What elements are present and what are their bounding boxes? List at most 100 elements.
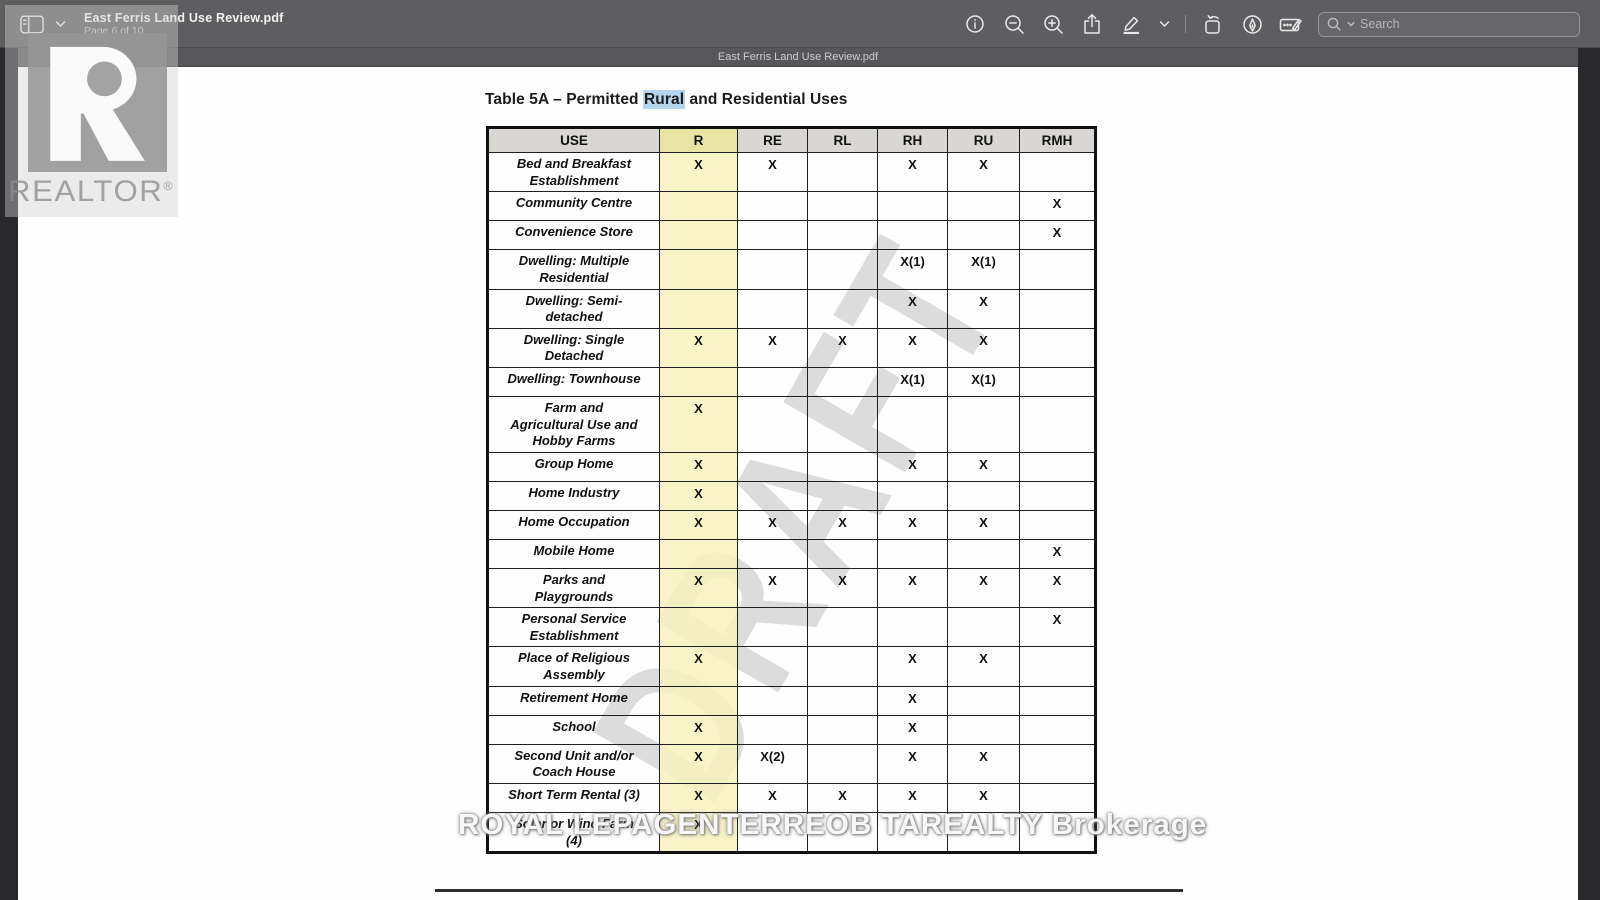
zone-cell-ru: X [947, 743, 1020, 784]
zone-cell-rh: X [877, 743, 948, 784]
table-row: Dwelling: Single Detached X X X X X [487, 327, 1096, 369]
use-cell: Place of Religious Assembly [487, 646, 660, 687]
zone-cell-rl [807, 714, 878, 745]
zone-cell-ru [947, 607, 1020, 648]
sidebar-toggle-button[interactable] [20, 12, 44, 36]
info-button[interactable] [963, 12, 987, 36]
zoom-out-button[interactable] [1002, 12, 1026, 36]
zone-cell-rh: X [877, 327, 948, 369]
info-icon [966, 15, 984, 33]
zone-cell-re [737, 607, 808, 648]
share-icon [1084, 14, 1100, 34]
zone-cell-rmh [1019, 743, 1096, 784]
zone-cell-rh: X [877, 509, 948, 540]
table-header-row: USE R RE RL RH RU RMH [487, 127, 1096, 153]
zone-cell-ru: X [947, 567, 1020, 609]
table-row: Retirement Home X [487, 685, 1096, 716]
pdf-page: DRAFT Table 5A – Permitted Rural and Res… [18, 67, 1578, 900]
table-row: School X X [487, 714, 1096, 745]
zone-cell-rh: X [877, 151, 948, 193]
table-title-post: and Residential Uses [685, 91, 848, 108]
zone-cell-re: X [737, 782, 808, 813]
zone-cell-rl [807, 191, 878, 222]
zone-cell-rmh: X [1019, 538, 1096, 569]
highlight-button[interactable] [1119, 12, 1143, 36]
form-fill-button[interactable] [1279, 12, 1303, 36]
zone-cell-ru [947, 191, 1020, 222]
share-button[interactable] [1080, 12, 1104, 36]
zone-cell-re: X [737, 151, 808, 193]
highlight-dropdown-button[interactable] [1158, 12, 1170, 36]
rotate-button[interactable] [1201, 12, 1225, 36]
zone-cell-r [659, 367, 738, 397]
zone-cell-rl: X [807, 509, 878, 540]
toolbar-divider [1185, 15, 1186, 33]
zone-cell-ru: X [947, 151, 1020, 193]
sidebar-icon [20, 15, 44, 33]
use-cell: Mobile Home [487, 538, 660, 569]
zone-cell-rl [807, 480, 878, 511]
table-row: Mobile Home X [487, 538, 1096, 569]
zone-cell-rmh [1019, 782, 1096, 813]
use-cell: Dwelling: Semi- detached [487, 288, 660, 329]
zone-cell-rl [807, 451, 878, 482]
rotate-left-icon [1205, 15, 1220, 34]
column-header-rl: RL [807, 127, 878, 153]
column-header-r: R [659, 127, 738, 153]
zoom-out-icon [1004, 14, 1024, 34]
markup-pen-button[interactable] [1240, 12, 1264, 36]
zone-cell-r: X [659, 451, 738, 482]
zone-cell-rh: X [877, 646, 948, 687]
zone-cell-r: X [659, 480, 738, 511]
use-cell: Home Industry [487, 480, 660, 511]
zone-cell-rmh [1019, 646, 1096, 687]
table-row: Place of Religious Assembly X X X [487, 646, 1096, 687]
zone-cell-rmh [1019, 327, 1096, 369]
zone-cell-rmh [1019, 714, 1096, 745]
zone-cell-rh: X [877, 451, 948, 482]
zone-cell-re [737, 811, 808, 854]
table-row: Second Unit and/or Coach House X X(2) X X [487, 743, 1096, 784]
use-cell: Farm and Agricultural Use and Hobby Farm… [487, 396, 660, 453]
sidebar-dropdown-button[interactable] [54, 12, 66, 36]
zone-cell-rh [877, 811, 948, 854]
preview-toolbar: East Ferris Land Use Review.pdf Page 6 o… [0, 0, 1600, 48]
zone-cell-ru: X(1) [947, 249, 1020, 290]
zone-cell-r [659, 288, 738, 329]
zoom-in-button[interactable] [1041, 12, 1065, 36]
zoom-in-icon [1043, 14, 1063, 34]
zone-cell-rmh: X [1019, 220, 1096, 251]
column-header-re: RE [737, 127, 808, 153]
zone-cell-r: X [659, 327, 738, 369]
use-cell: Retirement Home [487, 685, 660, 716]
table-row: Home Industry X [487, 480, 1096, 511]
use-cell: Community Centre [487, 191, 660, 222]
table-row: Convenience Store X [487, 220, 1096, 251]
zone-cell-rl [807, 685, 878, 716]
column-header-rmh: RMH [1019, 127, 1096, 153]
zone-cell-rh: X(1) [877, 249, 948, 290]
zone-cell-r: X [659, 567, 738, 609]
search-field[interactable] [1318, 11, 1580, 37]
zone-cell-rl: X [807, 567, 878, 609]
zone-cell-r: X [659, 151, 738, 193]
zone-cell-r: X [659, 811, 738, 854]
zone-cell-rl [807, 249, 878, 290]
zone-cell-ru [947, 220, 1020, 251]
use-cell: School [487, 714, 660, 745]
window-title: East Ferris Land Use Review.pdf [84, 10, 284, 25]
zone-cell-ru [947, 714, 1020, 745]
search-input[interactable] [1360, 17, 1560, 31]
zone-cell-r: X [659, 743, 738, 784]
zone-cell-ru [947, 396, 1020, 453]
zone-cell-rl: X [807, 327, 878, 369]
filename-bar: East Ferris Land Use Review.pdf [18, 48, 1578, 67]
zone-cell-r: X [659, 782, 738, 813]
zone-cell-re [737, 288, 808, 329]
use-cell: Bed and Breakfast Establishment [487, 151, 660, 193]
zone-cell-rh: X [877, 685, 948, 716]
filename-bar-title: East Ferris Land Use Review.pdf [717, 51, 879, 63]
use-cell: Convenience Store [487, 220, 660, 251]
table-row: Solar or Wind Farm (4) X [487, 811, 1096, 854]
zone-cell-r [659, 685, 738, 716]
